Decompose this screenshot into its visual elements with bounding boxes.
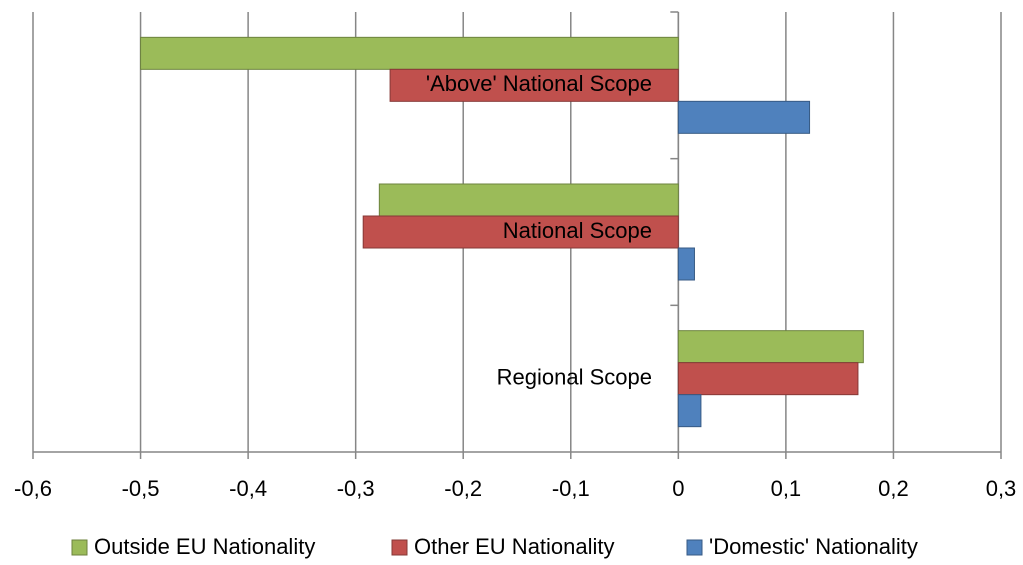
legend-swatch xyxy=(71,539,88,556)
x-tick-label: -0,2 xyxy=(444,476,482,501)
x-tick-label: 0,1 xyxy=(771,476,802,501)
bar xyxy=(677,100,811,134)
y-tick-label: Regional Scope xyxy=(497,364,652,389)
legend-label: 'Domestic' Nationality xyxy=(709,534,918,559)
bar xyxy=(677,247,695,281)
x-tick-label: -0,3 xyxy=(337,476,375,501)
x-tick-label: -0,6 xyxy=(14,476,52,501)
bar xyxy=(677,330,864,364)
x-tick-label: -0,1 xyxy=(552,476,590,501)
bar xyxy=(677,394,702,428)
bar xyxy=(362,215,679,249)
legend-swatch xyxy=(686,539,703,556)
bar xyxy=(140,36,679,70)
bar xyxy=(389,68,679,102)
y-tick-label: 'Above' National Scope xyxy=(426,71,652,96)
legend-swatch xyxy=(391,539,408,556)
x-tick-label: 0,3 xyxy=(986,476,1017,501)
x-tick-label: -0,4 xyxy=(229,476,267,501)
legend-label: Other EU Nationality xyxy=(414,534,615,559)
bar xyxy=(378,183,679,217)
x-tick-label: -0,5 xyxy=(122,476,160,501)
legend-label: Outside EU Nationality xyxy=(94,534,315,559)
y-tick-label: National Scope xyxy=(503,218,652,243)
x-tick-label: 0,2 xyxy=(878,476,909,501)
bar xyxy=(677,362,859,396)
x-tick-label: 0 xyxy=(672,476,684,501)
